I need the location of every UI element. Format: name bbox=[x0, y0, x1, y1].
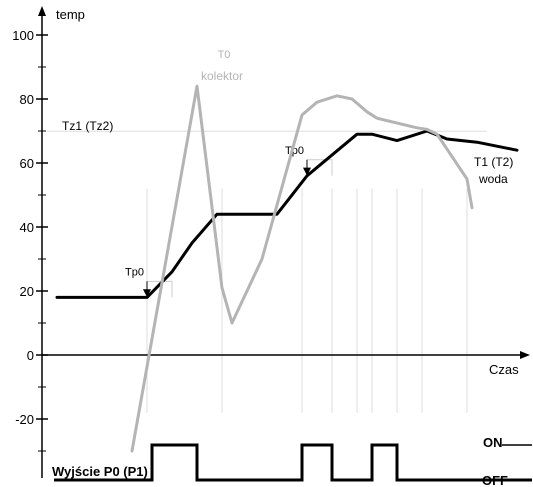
y-axis-arrow bbox=[38, 6, 46, 16]
collector-label-line2: kolektor bbox=[201, 69, 243, 83]
y-tick-label: 80 bbox=[20, 92, 34, 107]
x-axis-title: Czas bbox=[489, 362, 519, 377]
y-axis-title: temp bbox=[56, 7, 85, 22]
guide-lines-layer bbox=[47, 130, 487, 413]
y-tick-label: 60 bbox=[20, 156, 34, 171]
setpoint-label: Tz1 (Tz2) bbox=[62, 119, 113, 133]
output-off-label: OFF bbox=[482, 473, 508, 487]
y-tick-label: 20 bbox=[20, 284, 34, 299]
y-tick-layer: 100 80 60 40 20 0 -20 bbox=[12, 28, 48, 452]
y-tick-label: 40 bbox=[20, 220, 34, 235]
y-tick-label: 0 bbox=[27, 348, 34, 363]
water-label-line1: T1 (T2) bbox=[474, 155, 513, 169]
water-label-line2: woda bbox=[478, 172, 508, 186]
output-on-label: ON bbox=[483, 435, 503, 450]
hysteresis-label: Tp0 bbox=[125, 266, 144, 278]
x-axis-arrow bbox=[520, 351, 530, 359]
y-tick-label: 100 bbox=[12, 28, 34, 43]
series-layer bbox=[55, 84, 519, 453]
output-signal-line bbox=[54, 443, 532, 482]
hysteresis-band bbox=[147, 280, 173, 298]
hysteresis-band bbox=[307, 159, 333, 176]
y-tick-label: -20 bbox=[15, 412, 34, 427]
water-temperature-line bbox=[55, 129, 519, 299]
output-signal-layer bbox=[54, 443, 532, 482]
collector-label-line1: T0 bbox=[218, 49, 231, 61]
output-label: Wyjście P0 (P1) bbox=[52, 464, 148, 479]
